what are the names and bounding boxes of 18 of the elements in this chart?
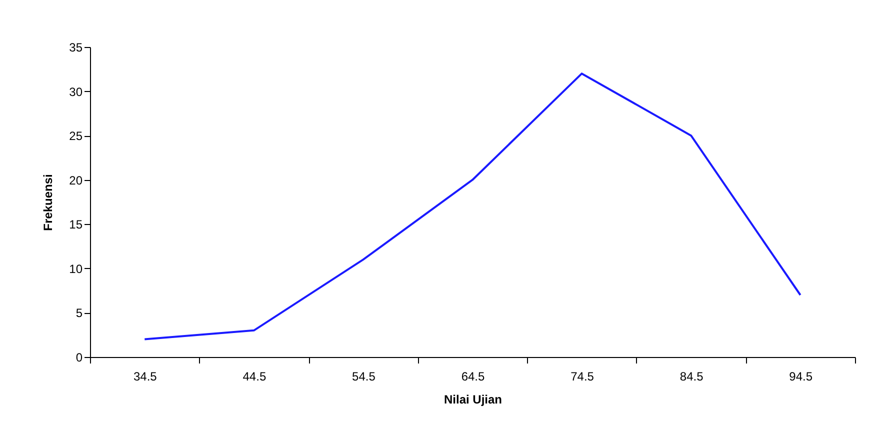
y-axis-title: Frekuensi [41, 174, 56, 231]
x-tick-label: 94.5 [789, 370, 813, 384]
x-tick-label: 34.5 [133, 370, 158, 384]
y-tick-label: 15 [69, 218, 83, 232]
y-tick-label: 20 [69, 173, 83, 188]
x-tick-label: 64.5 [461, 370, 485, 384]
x-axis-title: Nilai Ujian [444, 392, 502, 406]
y-tick-label: 30 [69, 84, 83, 99]
y-tick-label: 0 [76, 350, 83, 364]
y-tick-label: 5 [76, 306, 83, 320]
line-series [144, 72, 802, 340]
y-tick-label: 10 [69, 262, 83, 276]
x-tick-label: 54.5 [352, 370, 376, 384]
x-tick-label: 44.5 [242, 370, 266, 384]
x-tick-label: 84.5 [680, 370, 704, 384]
y-tick-label: 25 [69, 129, 83, 144]
y-tick-label: 35 [69, 40, 83, 54]
x-tick-label: 74.5 [570, 370, 594, 384]
